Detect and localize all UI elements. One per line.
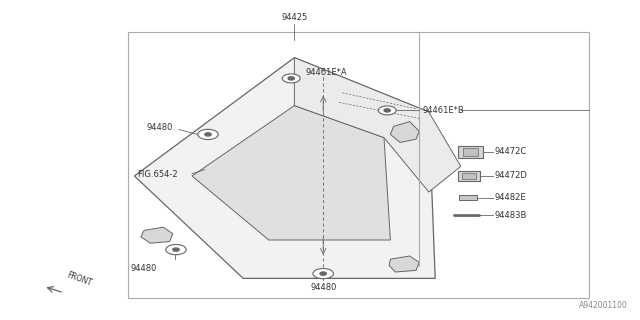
Polygon shape bbox=[294, 58, 461, 192]
Bar bbox=[463, 148, 478, 156]
Text: 94480: 94480 bbox=[131, 264, 157, 273]
Circle shape bbox=[166, 244, 186, 255]
Text: 94480: 94480 bbox=[147, 124, 173, 132]
Circle shape bbox=[384, 109, 390, 112]
Circle shape bbox=[198, 129, 218, 140]
Text: FIG.654-2: FIG.654-2 bbox=[138, 170, 178, 179]
Bar bbox=[458, 171, 480, 181]
Text: 94461E*A: 94461E*A bbox=[306, 68, 348, 77]
Text: 94480: 94480 bbox=[310, 283, 337, 292]
Text: 94483B: 94483B bbox=[495, 211, 527, 220]
Polygon shape bbox=[192, 106, 390, 240]
Text: A942001100: A942001100 bbox=[579, 301, 627, 310]
Circle shape bbox=[320, 272, 326, 275]
Text: 94461E*B: 94461E*B bbox=[422, 106, 464, 115]
Bar bbox=[459, 195, 477, 200]
Text: 94425: 94425 bbox=[281, 13, 308, 22]
Text: 94472D: 94472D bbox=[495, 172, 527, 180]
Bar bbox=[458, 146, 483, 158]
Circle shape bbox=[288, 77, 294, 80]
Circle shape bbox=[378, 106, 396, 115]
Text: FRONT: FRONT bbox=[66, 271, 93, 288]
Circle shape bbox=[205, 133, 211, 136]
Polygon shape bbox=[389, 256, 419, 272]
Polygon shape bbox=[141, 227, 173, 243]
Circle shape bbox=[313, 268, 333, 279]
Circle shape bbox=[282, 74, 300, 83]
Bar bbox=[462, 173, 476, 179]
Polygon shape bbox=[390, 122, 419, 142]
Text: 94472C: 94472C bbox=[495, 147, 527, 156]
Circle shape bbox=[173, 248, 179, 251]
Text: 94482E: 94482E bbox=[495, 193, 526, 202]
Bar bbox=[128, 32, 589, 298]
Polygon shape bbox=[134, 58, 435, 278]
